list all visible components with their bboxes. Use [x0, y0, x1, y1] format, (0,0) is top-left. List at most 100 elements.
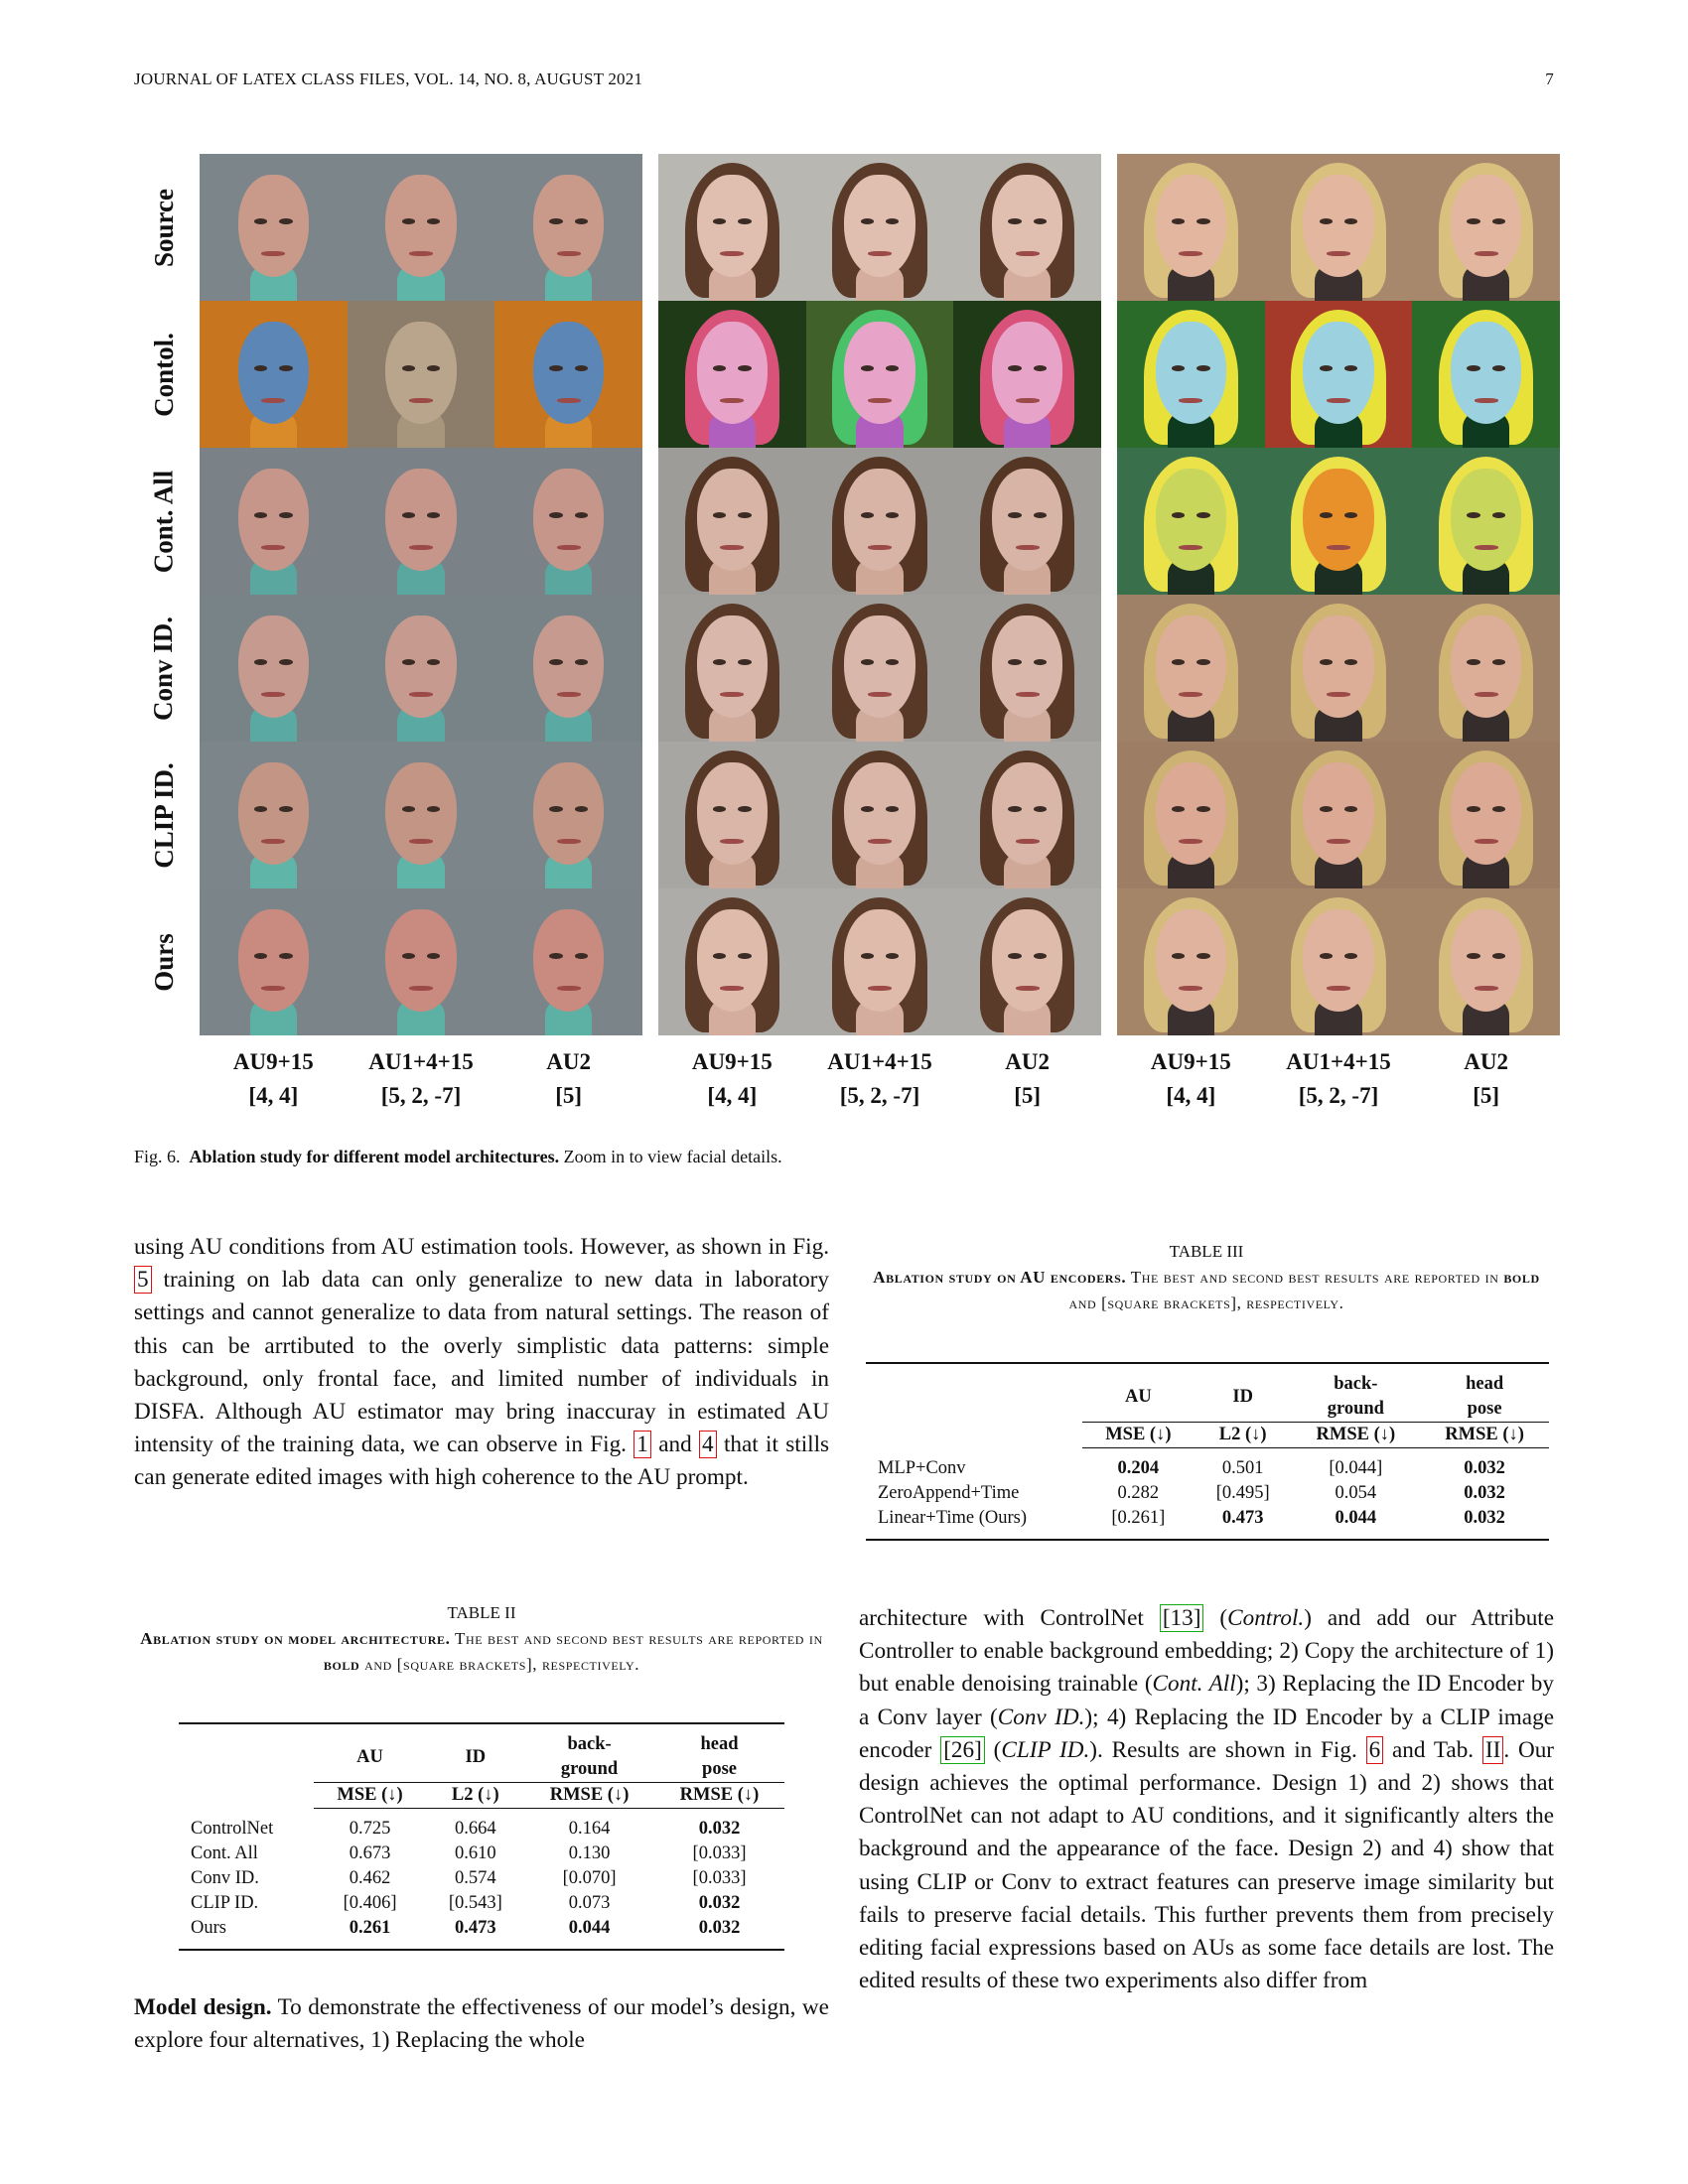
face-image [805, 448, 954, 595]
face-shape [532, 614, 605, 719]
text-italic: Cont. All [1152, 1671, 1236, 1698]
column-label: AU9+15 [4, 4] [1117, 1045, 1265, 1135]
table-cell: 0.032 [1420, 1506, 1549, 1541]
row-label-text: Contol. [148, 332, 179, 417]
row-label: Cont. All [134, 448, 194, 595]
journal-title: JOURNAL OF LATEX CLASS FILES, VOL. 14, N… [134, 69, 643, 88]
citation-link[interactable]: [26] [940, 1735, 985, 1764]
column-label: AU2 [5] [953, 1045, 1101, 1135]
au-name: AU1+4+15 [368, 1049, 474, 1074]
table-cell: 0.032 [698, 1893, 741, 1913]
text-span: and Tab. [1391, 1736, 1475, 1763]
mouth-shape [409, 691, 433, 697]
face-image [805, 595, 954, 742]
mouth-shape [1474, 838, 1498, 844]
table3-caption: TABLE III Ablation study on AU encoders.… [859, 1239, 1554, 1316]
face-image [494, 301, 642, 448]
row-label: Conv ID. [134, 595, 194, 742]
face-image [1117, 888, 1265, 1035]
eye-shape [713, 806, 727, 813]
mouth-shape [1327, 397, 1350, 403]
eye-shape [1491, 659, 1505, 666]
eye-shape [426, 218, 441, 225]
table2-label: TABLE II [447, 1603, 516, 1622]
figure-6: Source Contol. Cont. All Conv ID. CLIP ID. Ou… [134, 154, 1560, 1147]
face-image [1264, 595, 1413, 742]
face-image [494, 448, 642, 595]
face-shape [844, 321, 915, 425]
column-label: AU2 [5] [494, 1045, 642, 1135]
face-image [953, 301, 1101, 448]
au-name: AU9+15 [691, 1049, 773, 1074]
column-header: ID [426, 1722, 525, 1783]
face-image [347, 448, 495, 595]
text-span: ). Results are shown in Fig. [1089, 1736, 1357, 1763]
citation-link[interactable]: [13] [1159, 1604, 1204, 1632]
eye-shape [549, 512, 563, 519]
face-image [1412, 448, 1560, 595]
eye-shape [1196, 512, 1210, 519]
mouth-shape [1179, 691, 1203, 697]
face-shape [1450, 614, 1522, 719]
face-panel-brunette [658, 154, 1101, 1035]
table-row: Conv ID. 0.462 0.574 [0.070] [0.033] [179, 1866, 784, 1891]
face-shape [1155, 321, 1226, 425]
column-header: AU [1081, 1362, 1195, 1423]
column-subheader: RMSE (↓) [1291, 1422, 1421, 1448]
table2-caption-text: The best and second best results are rep… [455, 1629, 823, 1648]
eye-shape [574, 953, 588, 960]
table-cell: 0.473 [1194, 1506, 1292, 1541]
mouth-shape [409, 838, 433, 844]
face-shape [696, 321, 768, 425]
eye-shape [1033, 365, 1047, 372]
eye-shape [1319, 218, 1334, 225]
eye-shape [401, 512, 416, 519]
eye-shape [549, 806, 563, 813]
eye-shape [1033, 659, 1047, 666]
column-labels-1: AU9+15 [4, 4] AU1+4+15 [5, 2, -7] AU2 [5] [200, 1045, 642, 1135]
eye-shape [1467, 659, 1480, 666]
eye-shape [1196, 806, 1210, 813]
face-shape [237, 761, 309, 866]
eye-shape [574, 365, 588, 372]
face-image [658, 301, 806, 448]
eye-shape [1196, 659, 1210, 666]
face-shape [532, 908, 605, 1013]
eye-shape [426, 953, 441, 960]
au-intensity: [5, 2, -7] [380, 1083, 462, 1108]
face-panel-male [200, 154, 642, 1035]
table-ref-link[interactable]: II [1481, 1735, 1504, 1764]
table-row: MLP+Conv 0.204 0.501 [0.044] 0.032 [866, 1448, 1549, 1482]
figure-ref-link[interactable]: 1 [633, 1431, 651, 1459]
eye-shape [1196, 365, 1210, 372]
eye-shape [279, 953, 293, 960]
eye-shape [1491, 218, 1505, 225]
face-shape [844, 908, 915, 1013]
table2: AU ID back- ground head pose MSE (↓) L2 (↓) RM… [179, 1722, 784, 1951]
text-span: ); 3) Replacing the ID Encoder by a Conv… [859, 1671, 1554, 1730]
eye-shape [1033, 512, 1047, 519]
face-shape [1155, 908, 1226, 1013]
mouth-shape [1327, 544, 1350, 550]
face-shape [1303, 908, 1374, 1013]
table-row: Linear+Time (Ours) [0.261] 0.473 0.044 0.032 [866, 1506, 1549, 1541]
face-image [1264, 742, 1413, 888]
face-image [805, 154, 954, 301]
eye-shape [279, 659, 293, 666]
figure-ref-link[interactable]: 5 [134, 1266, 152, 1295]
mouth-shape [720, 250, 745, 256]
face-image [658, 154, 806, 301]
face-shape [385, 761, 457, 866]
eye-shape [738, 218, 752, 225]
figure-ref-link[interactable]: 6 [1365, 1735, 1384, 1764]
figure-ref-link[interactable]: 4 [699, 1431, 717, 1459]
face-image [953, 595, 1101, 742]
text-span: ) and add our Attribute Controller to en… [859, 1605, 1555, 1698]
face-image [494, 154, 642, 301]
mouth-shape [1327, 250, 1350, 256]
face-image [1117, 301, 1265, 448]
eye-shape [1491, 365, 1505, 372]
eye-shape [426, 512, 441, 519]
left-paragraph-2: Model design. To demonstrate the effecti… [134, 1991, 829, 2057]
column-label: AU1+4+15 [5, 2, -7] [1265, 1045, 1413, 1135]
